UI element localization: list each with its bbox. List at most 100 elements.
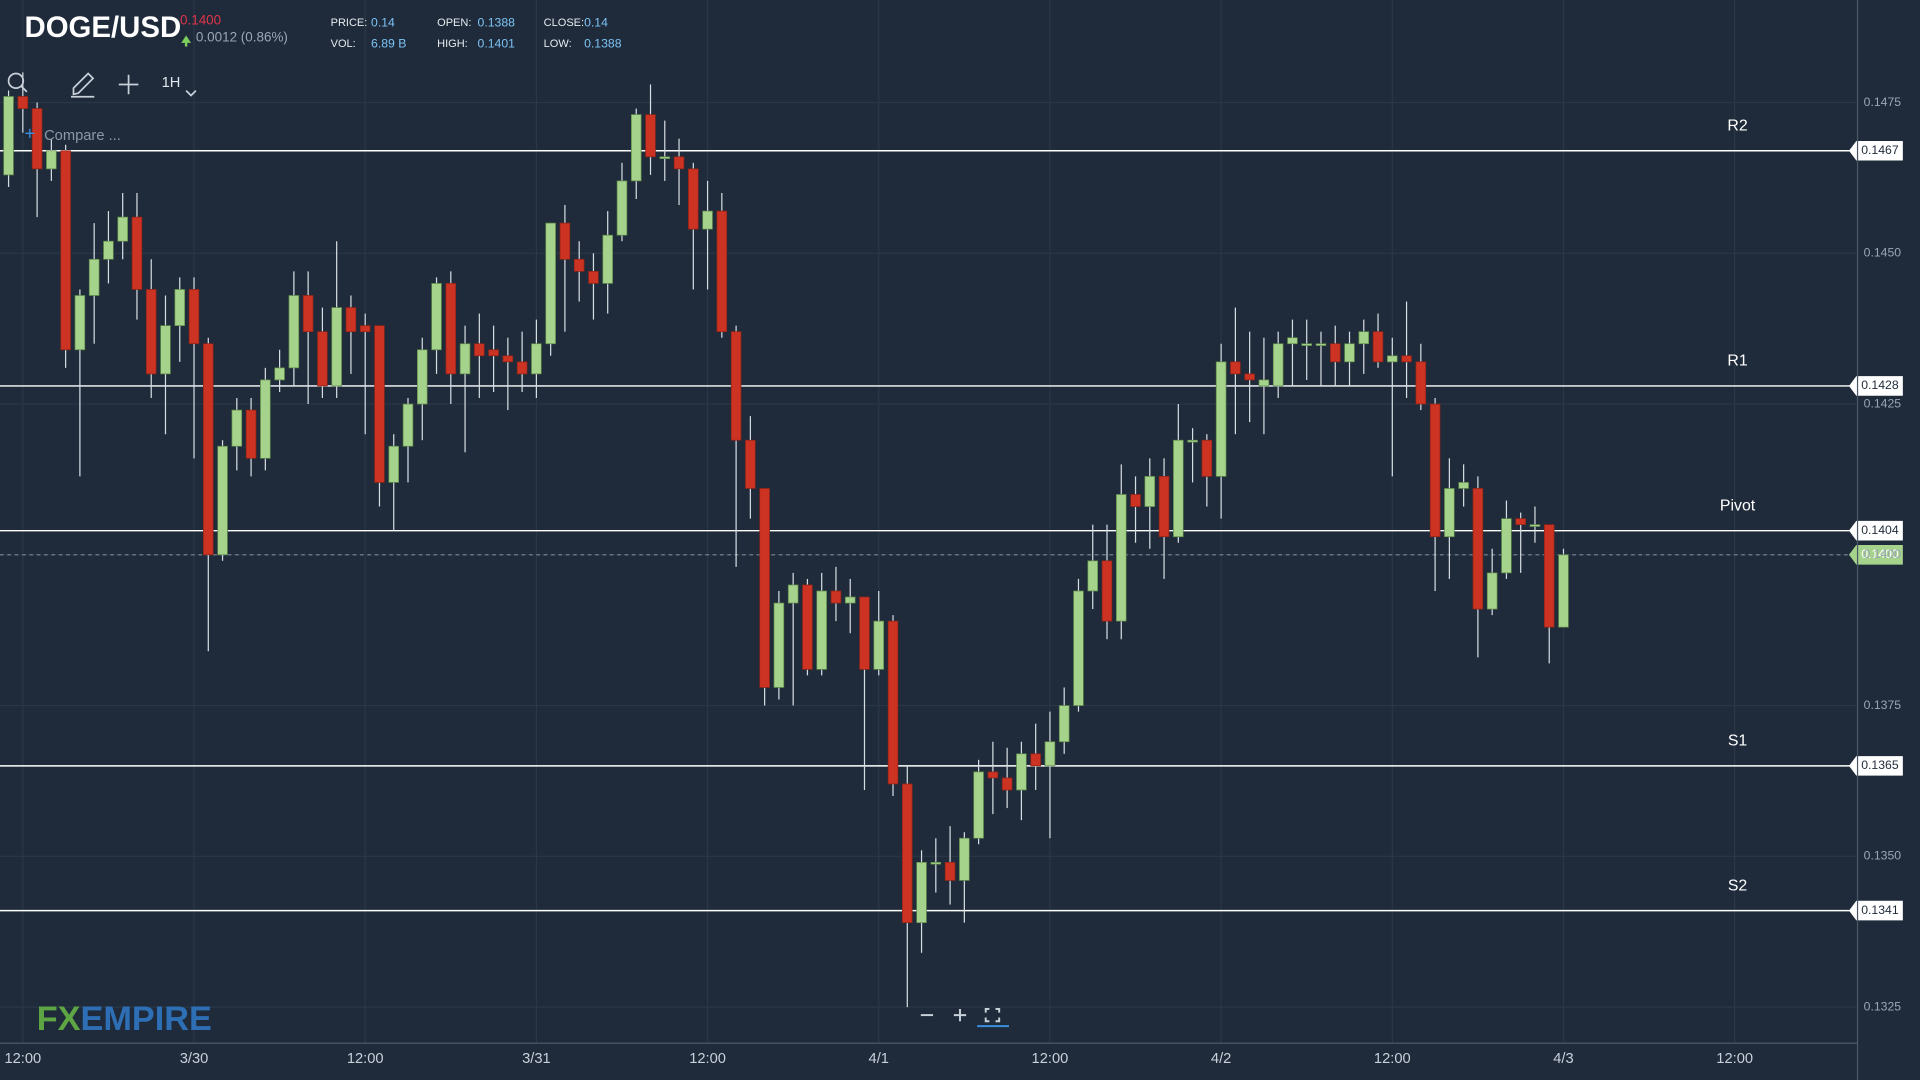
candle-body: [1087, 560, 1099, 592]
candle-body: [716, 210, 728, 333]
logo-empire: EMPIRE: [81, 1000, 212, 1038]
candle-body: [930, 861, 942, 865]
levels: R2 0.1467 R1 0.1428 Pivot 0.1404 S1 0.1365 S2 0.1…: [0, 117, 1903, 921]
candle-body: [1529, 524, 1541, 527]
compare-plus[interactable]: +: [24, 123, 35, 144]
candle-body: [145, 289, 157, 375]
stat-label: OPEN:: [437, 17, 471, 29]
x-tick-label: 4/3: [1553, 1051, 1573, 1067]
candle-body: [1215, 361, 1227, 477]
candle-body: [103, 240, 114, 260]
candle-body: [1258, 379, 1270, 387]
search-icon[interactable]: [7, 72, 25, 90]
candle-body: [174, 289, 186, 327]
interval[interactable]: 1H: [162, 75, 181, 91]
stat-value: 0.1388: [478, 15, 516, 29]
level-label-box: [1848, 756, 1903, 776]
candle-body: [1158, 476, 1170, 538]
candle-body: [1001, 777, 1013, 791]
candle-body: [944, 861, 956, 881]
crosshair-icon[interactable]: [118, 74, 139, 95]
stat-value: 6.89 B: [371, 36, 406, 50]
candle-body: [688, 168, 699, 230]
candle-body: [31, 108, 43, 170]
level-label-box: [1848, 520, 1903, 541]
level-label: 0.1341: [1861, 903, 1899, 917]
candle-body: [288, 295, 300, 369]
grid: [0, 0, 1858, 1044]
candle-body: [1401, 355, 1412, 363]
candle-body: [345, 307, 357, 333]
candle-body: [987, 771, 999, 779]
draw-icon[interactable]: [71, 72, 95, 98]
y-tick-label: 0.1325: [1864, 999, 1902, 1013]
candle-body: [131, 216, 143, 290]
candle-body: [1344, 343, 1355, 363]
candle-body: [1058, 705, 1070, 743]
candle-body: [659, 156, 671, 159]
candle-body: [431, 283, 442, 351]
candle-body: [46, 150, 57, 170]
zoom-in[interactable]: [953, 1008, 967, 1022]
current-price-box: [1848, 545, 1903, 565]
candle-body: [502, 355, 514, 363]
y-tick-label: 0.1375: [1864, 698, 1902, 712]
candle-body: [188, 289, 200, 345]
candle-body: [588, 271, 599, 284]
level-name: S2: [1728, 877, 1748, 894]
level-name: S1: [1728, 733, 1748, 750]
candle-body: [160, 325, 171, 375]
current-price-label: 0.1400: [1861, 547, 1899, 561]
axes: 0.1325 0.1350 0.1375 0.1400 0.1425 0.1450 0.14…: [4, 95, 1901, 1067]
candle-body: [916, 861, 927, 924]
candle-body: [1030, 753, 1041, 767]
zoom-controls: [920, 1008, 1009, 1028]
interval-chevron[interactable]: [185, 90, 197, 97]
candle-body: [1543, 524, 1555, 628]
candle-body: [959, 837, 970, 881]
candle-body: [1515, 518, 1526, 526]
candle-body: [773, 602, 785, 688]
candle-body: [1472, 488, 1484, 610]
level-name: Pivot: [1720, 497, 1756, 514]
candle-body: [745, 439, 756, 489]
logo: FXEMPIRE: [37, 1000, 212, 1038]
level-label: 0.1404: [1861, 523, 1899, 537]
candle-body: [1230, 361, 1241, 375]
y-tick-label: 0.1400: [1864, 547, 1902, 561]
stat-label: PRICE:: [331, 17, 368, 29]
candle-body: [274, 367, 285, 381]
stat-label: LOW:: [544, 38, 572, 50]
stat-label: CLOSE:: [544, 17, 584, 29]
candle-body: [317, 331, 328, 387]
search-icon-handle: [20, 85, 28, 93]
x-tick-label: 12:00: [1716, 1051, 1753, 1067]
candle-body: [1272, 343, 1284, 387]
x-tick-label: 12:00: [4, 1051, 41, 1067]
candle-body: [1444, 488, 1455, 538]
x-tick-label: 4/1: [869, 1051, 889, 1067]
fit-icon[interactable]: [984, 1008, 1001, 1023]
candle-body: [217, 445, 228, 556]
candle-body: [1415, 361, 1427, 405]
candles: [3, 72, 1569, 1008]
change: 0.0012 (0.86%): [196, 30, 288, 45]
level-label: 0.1428: [1861, 378, 1899, 392]
candle-body: [844, 596, 856, 604]
candle-body: [88, 258, 100, 296]
candle-body: [117, 216, 128, 242]
stat-value: 0.1401: [478, 36, 516, 50]
up-arrow: [181, 35, 192, 47]
candle-body: [702, 210, 713, 230]
stat-value: 0.14: [584, 15, 608, 29]
candle-body: [859, 596, 870, 670]
candle-body: [459, 343, 471, 375]
candle-body: [445, 283, 457, 375]
candle-body: [488, 349, 499, 357]
candle-body: [1073, 590, 1084, 706]
candle-body: [1044, 741, 1056, 767]
candle-body: [730, 331, 742, 441]
compare[interactable]: Compare ...: [44, 128, 121, 144]
x-tick-label: 3/31: [522, 1051, 551, 1067]
